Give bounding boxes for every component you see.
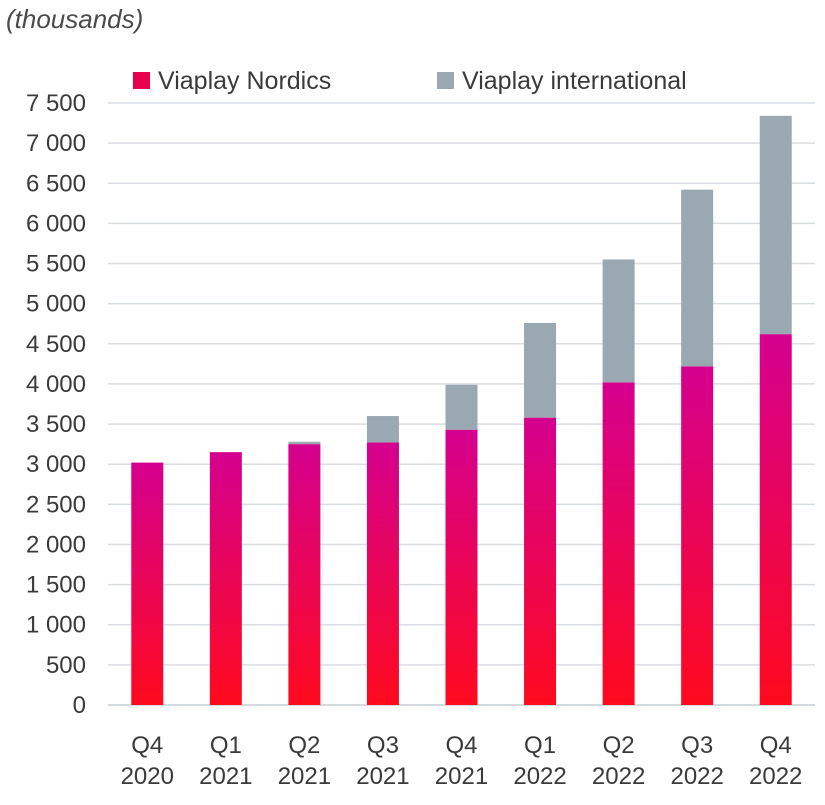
bar-viaplay-international-q3-2022 — [681, 189, 714, 367]
x-category-label-quarter: Q3 — [681, 732, 713, 759]
y-tick-label: 2 500 — [26, 491, 86, 518]
legend-swatch-viaplay-international — [437, 72, 454, 89]
unit-label: (thousands) — [6, 4, 143, 34]
x-category-label-year: 2020 — [121, 763, 174, 790]
x-category-label-year: 2021 — [435, 763, 488, 790]
x-category-label-year: 2022 — [670, 763, 723, 790]
y-tick-label: 4 500 — [26, 331, 86, 358]
x-category-label-year: 2021 — [356, 763, 409, 790]
bar-viaplay-nordics-q4-2022 — [759, 334, 792, 705]
y-tick-label: 4 000 — [26, 371, 86, 398]
y-tick-label: 5 500 — [26, 251, 86, 278]
y-tick-label: 6 000 — [26, 210, 86, 237]
legend: Viaplay Nordics Viaplay international — [133, 67, 687, 95]
legend-label-viaplay-international: Viaplay international — [462, 67, 687, 95]
y-axis-tick-labels: 0 500 1 000 1 500 2 000 2 500 3 000 3 500 4 000 4… — [26, 90, 86, 719]
legend-label-viaplay-nordics: Viaplay Nordics — [158, 67, 331, 95]
bar-viaplay-nordics-q3-2022 — [681, 366, 714, 705]
bar-viaplay-international-q4-2021 — [445, 384, 478, 430]
x-category-label-quarter: Q2 — [603, 732, 635, 759]
x-category-label-quarter: Q2 — [288, 732, 320, 759]
y-tick-label: 5 000 — [26, 291, 86, 318]
y-tick-label: 2 000 — [26, 531, 86, 558]
y-tick-label: 6 500 — [26, 170, 86, 197]
x-category-label-quarter: Q3 — [367, 732, 399, 759]
x-axis-category-labels: Q4 2020 Q1 2021 Q2 2021 Q3 2021 Q4 2021 Q1 2022 Q2 20… — [121, 732, 803, 790]
x-category-label-quarter: Q4 — [445, 732, 477, 759]
x-category-label-year: 2022 — [749, 763, 802, 790]
y-tick-label: 1 000 — [26, 612, 86, 639]
x-category-label-quarter: Q1 — [524, 732, 556, 759]
bar-viaplay-nordics-q4-2020 — [131, 462, 164, 705]
x-category-label-quarter: Q4 — [131, 732, 163, 759]
y-tick-label: 0 — [73, 692, 86, 719]
bar-viaplay-international-q2-2022 — [602, 259, 635, 383]
bar-viaplay-nordics-q4-2021 — [445, 429, 478, 705]
y-tick-label: 1 500 — [26, 572, 86, 599]
bar-viaplay-international-q4-2022 — [759, 115, 792, 335]
bar-viaplay-international-q3-2021 — [366, 416, 399, 443]
x-category-label-year: 2022 — [513, 763, 566, 790]
x-category-label-year: 2021 — [199, 763, 252, 790]
x-category-label-year: 2022 — [592, 763, 645, 790]
bar-viaplay-nordics-q1-2021 — [209, 452, 242, 705]
legend-swatch-viaplay-nordics — [133, 72, 150, 89]
y-tick-label: 7 500 — [26, 90, 86, 117]
bar-viaplay-nordics-q1-2022 — [524, 417, 557, 705]
bar-viaplay-nordics-q2-2022 — [602, 382, 635, 705]
x-category-label-year: 2021 — [278, 763, 331, 790]
x-category-label-quarter: Q4 — [760, 732, 792, 759]
x-category-label-quarter: Q1 — [210, 732, 242, 759]
y-tick-label: 7 000 — [26, 130, 86, 157]
bar-viaplay-international-q1-2022 — [524, 322, 557, 418]
y-tick-label: 500 — [46, 652, 86, 679]
bar-viaplay-nordics-q2-2021 — [288, 444, 321, 705]
bar-viaplay-international-q2-2021 — [288, 441, 321, 445]
bars — [131, 115, 792, 705]
y-tick-label: 3 500 — [26, 411, 86, 438]
bar-viaplay-nordics-q3-2021 — [366, 442, 399, 705]
y-tick-label: 3 000 — [26, 451, 86, 478]
